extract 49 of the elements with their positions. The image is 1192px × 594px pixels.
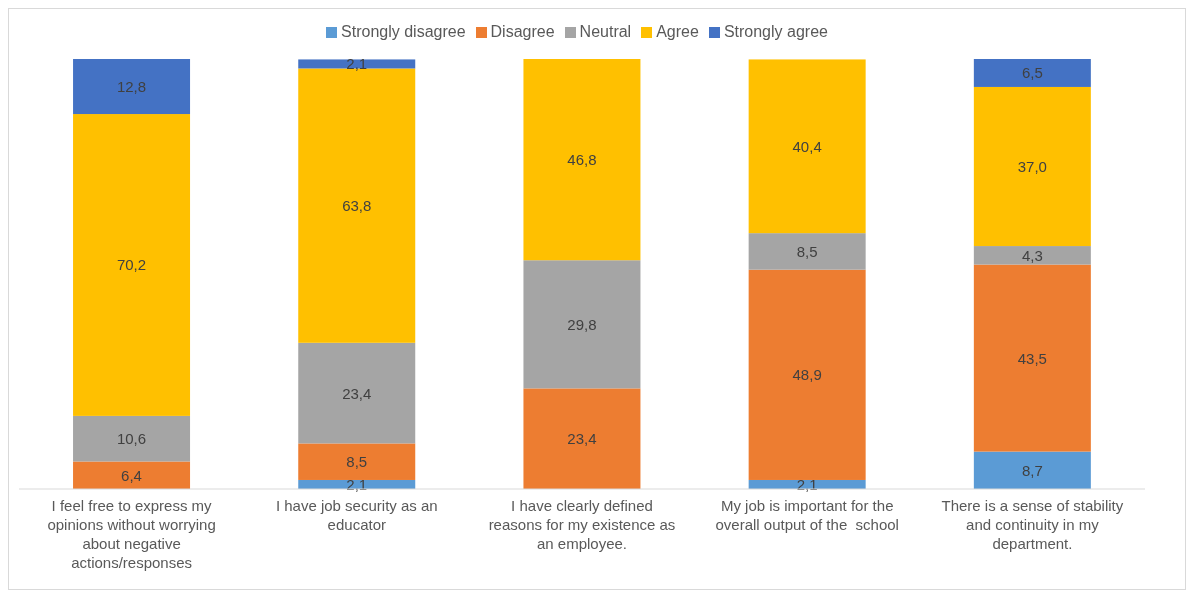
data-label: 6,5: [1021, 64, 1043, 82]
data-label: 48,9: [792, 366, 822, 384]
legend-label: Strongly agree: [723, 23, 828, 40]
legend-label: Disagree: [490, 23, 555, 40]
bar: [748, 233, 866, 270]
bar: [523, 388, 641, 489]
x-tick-label: There is a sense of stability and continuity in my department.: [941, 497, 1124, 552]
data-label: 37,0: [1017, 158, 1047, 175]
data-label: 10,6: [116, 430, 147, 448]
bar: [748, 269, 866, 480]
bar: [973, 451, 1091, 489]
data-label: 12,8: [116, 78, 147, 96]
bar: [73, 461, 191, 489]
x-tick-label: I feel free to express my opinions without worrying about negative actions/responses: [47, 497, 216, 571]
legend-label: Strongly disagree: [341, 23, 466, 40]
bar: [298, 443, 416, 480]
bar: [298, 59, 416, 69]
bar: [973, 59, 1091, 87]
bar: [523, 260, 641, 389]
data-label: 2,1: [346, 475, 368, 493]
bar: [73, 415, 191, 462]
bar: [73, 59, 191, 115]
bar: [298, 342, 416, 444]
bar: [748, 59, 866, 234]
data-label: 40,4: [792, 137, 822, 155]
data-label: 4,3: [1021, 246, 1043, 264]
bar: [973, 86, 1091, 247]
data-label: 43,5: [1017, 349, 1047, 367]
bar: [73, 114, 191, 416]
data-label: 8,5: [346, 453, 368, 471]
data-label: 6,4: [121, 466, 142, 484]
data-label: 70,2: [116, 256, 147, 274]
legend-label: Agree: [656, 23, 699, 40]
x-tick-label: I have clearly defined reasons for my existence as an employee.: [488, 497, 676, 552]
data-label: 23,4: [342, 384, 372, 402]
data-label: 2,1: [796, 475, 818, 493]
data-label: 8,7: [1021, 461, 1043, 479]
data-label: 46,8: [567, 151, 597, 169]
data-label: 23,4: [567, 430, 597, 448]
x-tick-label: My job is important for the overall output of the school: [715, 497, 899, 533]
bar: [973, 264, 1091, 452]
legend-label: Neutral: [579, 23, 632, 40]
bar: [973, 246, 1091, 265]
bar: [523, 59, 641, 261]
data-label: 63,8: [342, 197, 372, 215]
data-label: 2,1: [346, 55, 368, 73]
data-label: 8,5: [796, 242, 818, 260]
x-tick-label: I have job security as an educator: [275, 497, 438, 533]
data-label: 29,8: [567, 315, 597, 333]
